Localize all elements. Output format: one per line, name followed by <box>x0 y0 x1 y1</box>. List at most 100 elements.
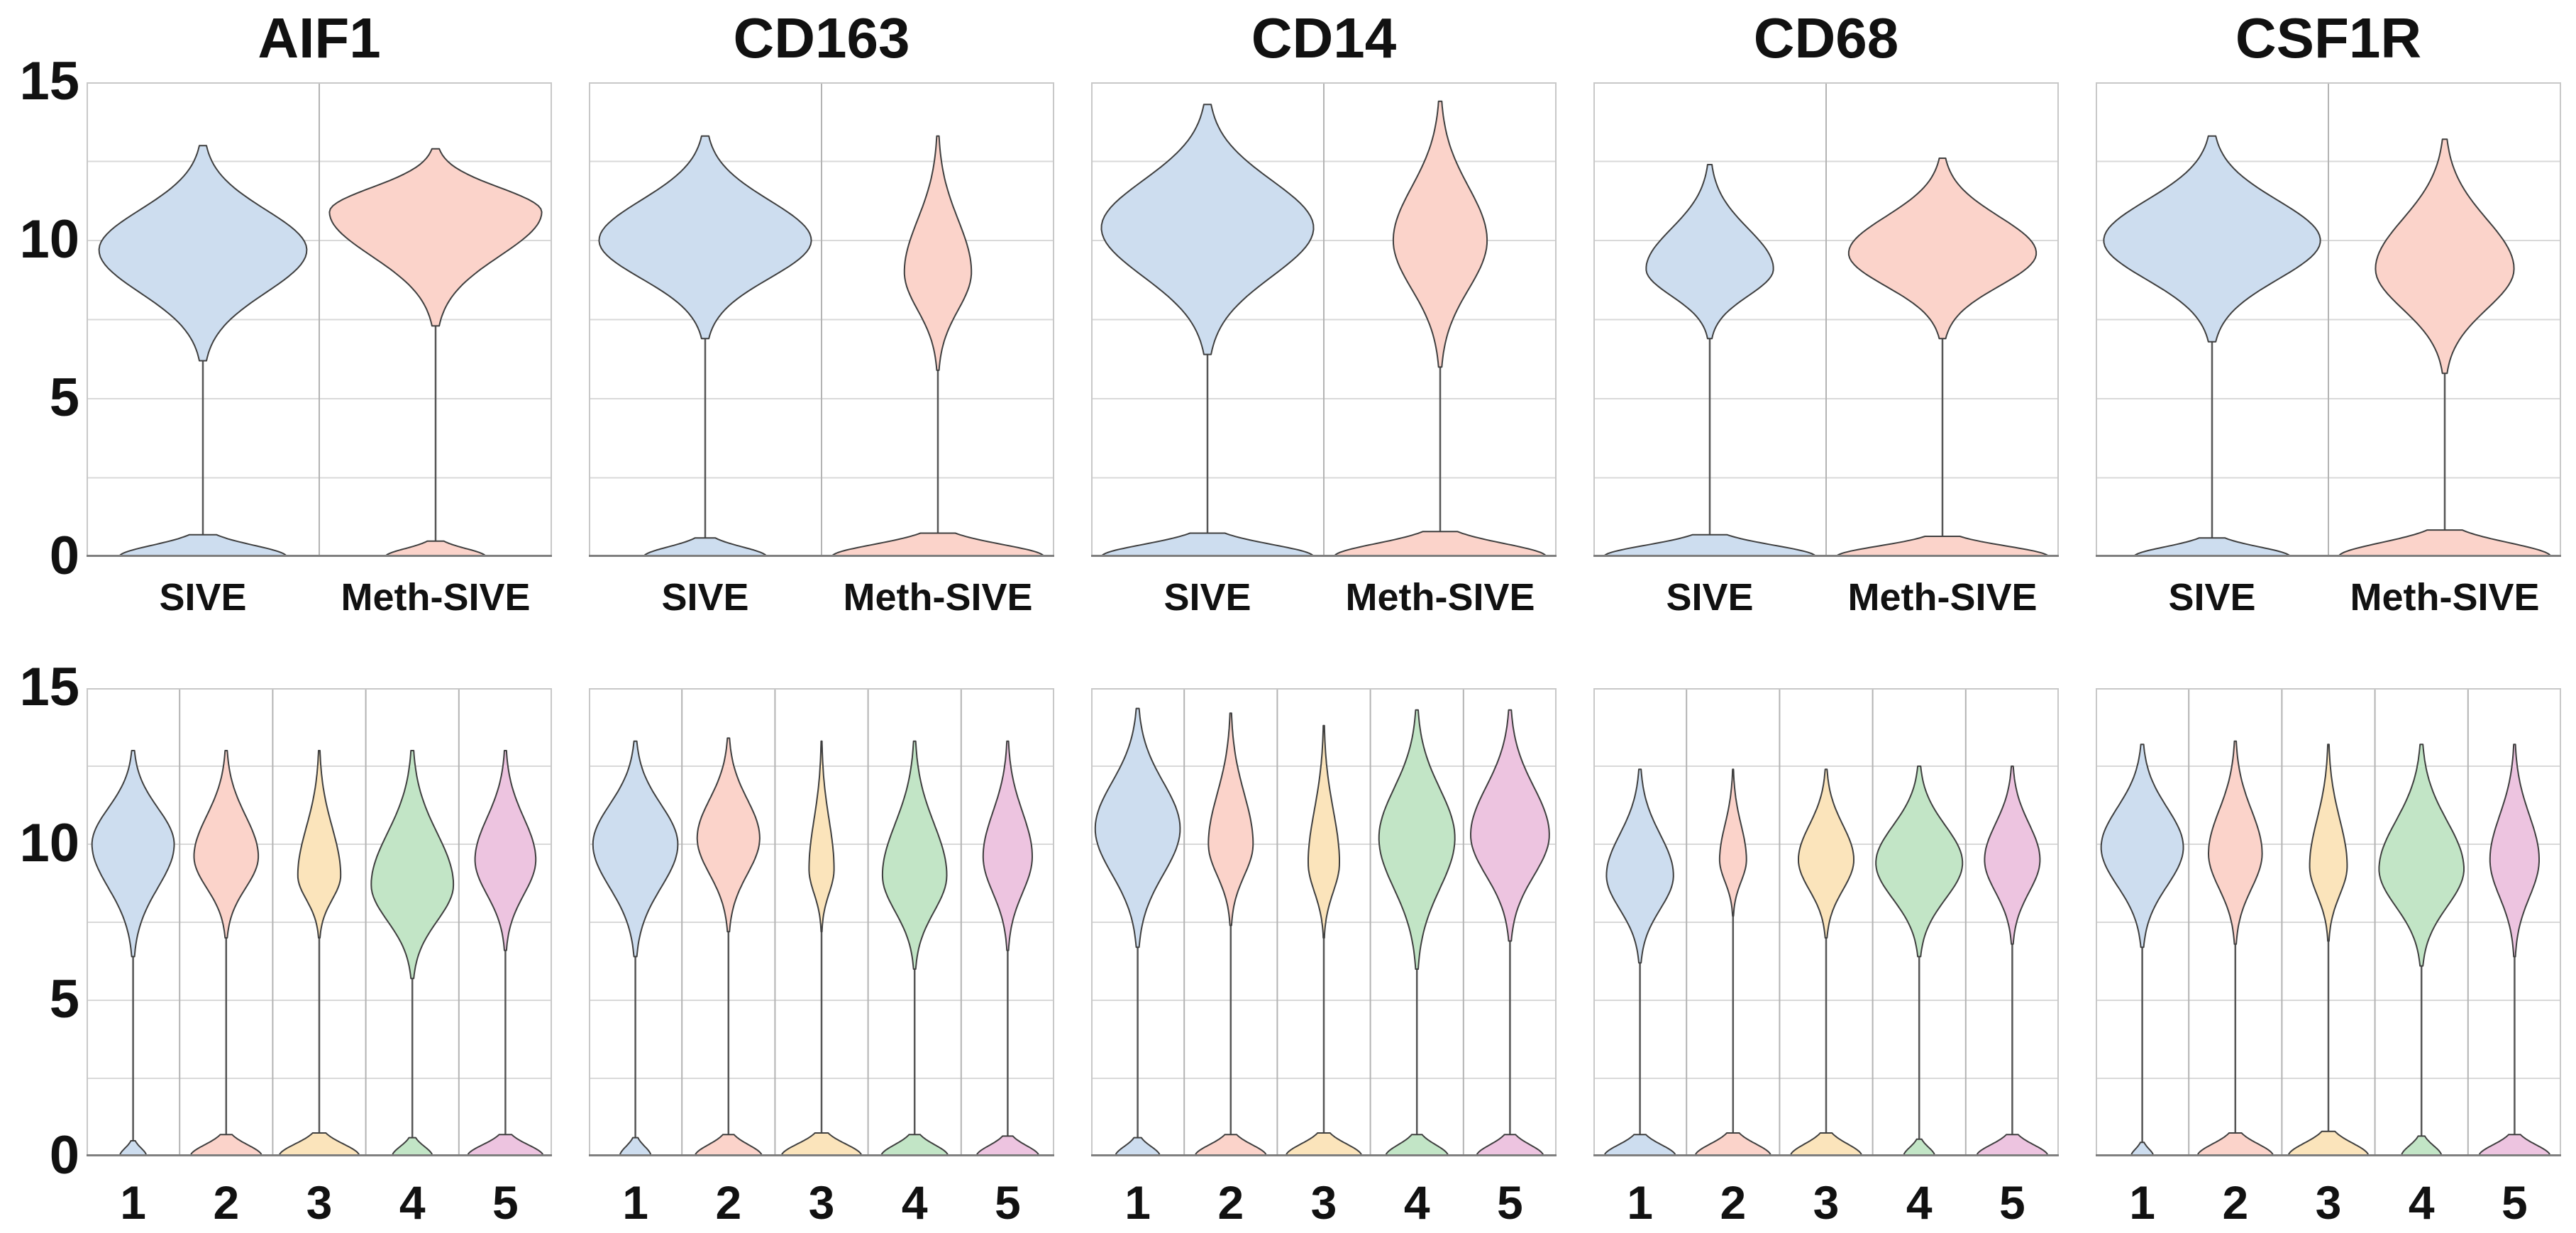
violin-by-cluster-CD163-4-lobe <box>881 740 948 970</box>
violin-by-cluster-CD68-4-lobe <box>1875 765 1964 958</box>
violin-by-condition-CD14-Meth-SIVE-zero-mound <box>1333 531 1547 557</box>
violin-by-cluster-AIF1-5-lobe <box>474 750 537 951</box>
x-label-by-cluster-CSF1R-4: 4 <box>2408 1176 2435 1229</box>
panel-title-CD68: CD68 <box>1753 6 1899 70</box>
violin-by-cluster-CSF1R-1-lobe <box>2100 743 2184 949</box>
y-tick-by-cluster-5: 5 <box>49 968 79 1029</box>
panel-title-CD14: CD14 <box>1251 6 1397 70</box>
x-label-by-cluster-CD163-5: 5 <box>995 1176 1021 1229</box>
violin-by-cluster-CD163-1-lobe <box>592 740 679 958</box>
violin-by-cluster-CD68-5-lobe <box>1984 765 2041 945</box>
y-tick-by-condition-5: 5 <box>49 367 79 428</box>
x-label-by-cluster-AIF1-1: 1 <box>120 1176 146 1229</box>
violin-by-cluster-AIF1-3-lobe <box>297 750 342 939</box>
violin-by-condition-CD14-Meth-SIVE-lobe <box>1392 100 1488 368</box>
violin-by-condition-CSF1R-SIVE-lobe <box>2103 135 2321 343</box>
violin-by-cluster-CD14-1-lobe <box>1094 707 1181 949</box>
violin-panel-by-cluster-AIF1 <box>87 688 552 1156</box>
violin-by-cluster-AIF1-2-zero-mound <box>189 1134 263 1156</box>
violin-panel-by-condition-CD14 <box>1091 82 1557 557</box>
violin-by-cluster-CD68-3-zero-mound <box>1789 1132 1863 1156</box>
violin-by-condition-CD163-SIVE-lobe <box>598 135 812 340</box>
x-label-by-condition-CD14-Meth-SIVE: Meth-SIVE <box>1345 576 1535 619</box>
x-label-by-cluster-CSF1R-1: 1 <box>2129 1176 2155 1229</box>
y-tick-by-cluster-15: 15 <box>19 656 79 717</box>
x-label-by-condition-AIF1-SIVE: SIVE <box>159 576 247 619</box>
violin-by-cluster-CD163-3-zero-mound <box>780 1132 863 1156</box>
x-label-by-cluster-CD163-4: 4 <box>901 1176 928 1229</box>
violin-by-cluster-CSF1R-2-zero-mound <box>2196 1132 2274 1156</box>
violin-by-cluster-CD68-2-zero-mound <box>1694 1132 1772 1156</box>
violin-by-cluster-CD14-5-zero-mound <box>1476 1134 1544 1156</box>
x-label-by-cluster-CD163-2: 2 <box>715 1176 742 1229</box>
violin-by-cluster-CD14-2-lobe <box>1207 712 1254 927</box>
violin-by-cluster-CD14-4-lobe <box>1378 709 1456 970</box>
x-label-by-cluster-CD14-2: 2 <box>1217 1176 1244 1229</box>
violin-by-cluster-CD68-1-zero-mound <box>1603 1134 1676 1156</box>
x-label-by-cluster-CSF1R-5: 5 <box>2502 1176 2528 1229</box>
violin-by-cluster-CSF1R-2-lobe <box>2208 740 2263 945</box>
violin-by-condition-CSF1R-SIVE-zero-mound <box>2133 537 2292 557</box>
violin-by-cluster-CD163-2-lobe <box>696 737 761 933</box>
violin-by-cluster-CD163-1-zero-mound <box>619 1137 652 1156</box>
x-label-by-cluster-CD68-2: 2 <box>1720 1176 1747 1229</box>
x-label-by-condition-CD68-Meth-SIVE: Meth-SIVE <box>1847 576 2038 619</box>
violin-by-cluster-CD68-3-lobe <box>1798 768 1854 939</box>
y-tick-by-cluster-10: 10 <box>19 812 79 873</box>
violin-by-cluster-CD14-3-zero-mound <box>1285 1132 1363 1156</box>
x-label-by-cluster-CD68-3: 3 <box>1813 1176 1840 1229</box>
y-tick-by-condition-15: 15 <box>19 50 79 111</box>
x-label-by-condition-CD68-SIVE: SIVE <box>1666 576 1754 619</box>
y-tick-by-condition-10: 10 <box>19 209 79 270</box>
violin-by-cluster-CD163-5-lobe <box>982 740 1033 951</box>
violin-panel-by-cluster-CD14 <box>1091 688 1557 1156</box>
x-label-by-condition-CD163-SIVE: SIVE <box>661 576 749 619</box>
violin-panel-by-condition-CSF1R <box>2096 82 2561 557</box>
violin-by-condition-CD14-SIVE-lobe <box>1100 104 1315 355</box>
x-label-by-cluster-CSF1R-2: 2 <box>2222 1176 2249 1229</box>
violin-by-condition-CD68-SIVE-zero-mound <box>1603 533 1817 557</box>
violin-by-condition-CD68-SIVE-lobe <box>1645 164 1774 340</box>
x-label-by-cluster-AIF1-4: 4 <box>399 1176 426 1229</box>
violin-by-cluster-AIF1-4-lobe <box>370 750 455 980</box>
x-label-by-cluster-CSF1R-3: 3 <box>2315 1176 2342 1229</box>
violin-by-condition-CSF1R-Meth-SIVE-zero-mound <box>2338 529 2552 557</box>
x-label-by-cluster-CD14-5: 5 <box>1497 1176 1523 1229</box>
violin-by-cluster-CD163-5-zero-mound <box>975 1135 1040 1156</box>
x-label-by-cluster-CD14-4: 4 <box>1403 1176 1430 1229</box>
violin-by-cluster-CSF1R-4-zero-mound <box>2400 1135 2443 1156</box>
violin-by-cluster-CD163-4-zero-mound <box>880 1134 949 1156</box>
x-label-by-condition-AIF1-Meth-SIVE: Meth-SIVE <box>341 576 531 619</box>
violin-panel-by-condition-CD163 <box>589 82 1054 557</box>
violin-by-cluster-CD14-2-zero-mound <box>1194 1134 1268 1156</box>
violin-by-cluster-CD68-2-lobe <box>1718 768 1747 917</box>
violin-by-cluster-CD163-2-zero-mound <box>694 1134 763 1156</box>
x-label-by-cluster-CD14-1: 1 <box>1124 1176 1151 1229</box>
violin-panel-by-condition-AIF1 <box>87 82 552 557</box>
x-label-by-cluster-CD68-5: 5 <box>1999 1176 2025 1229</box>
violin-by-cluster-CSF1R-3-zero-mound <box>2287 1130 2370 1156</box>
x-label-by-cluster-CD163-3: 3 <box>808 1176 835 1229</box>
x-label-by-condition-CSF1R-Meth-SIVE: Meth-SIVE <box>2350 576 2540 619</box>
x-label-by-cluster-CD163-1: 1 <box>622 1176 648 1229</box>
violin-panel-by-cluster-CSF1R <box>2096 688 2561 1156</box>
violin-by-cluster-CD68-1-lobe <box>1605 768 1674 964</box>
violin-by-cluster-CSF1R-4-lobe <box>2378 743 2465 967</box>
violin-panel-by-condition-CD68 <box>1593 82 2059 557</box>
violin-by-condition-AIF1-SIVE-zero-mound <box>118 533 288 557</box>
violin-by-cluster-AIF1-1-lobe <box>91 750 175 958</box>
violin-by-condition-CD14-SIVE-zero-mound <box>1100 532 1315 557</box>
x-label-by-cluster-CD14-3: 3 <box>1310 1176 1337 1229</box>
violin-by-cluster-CSF1R-1-zero-mound <box>2130 1141 2155 1156</box>
violin-by-condition-CD163-Meth-SIVE-lobe <box>903 135 973 371</box>
violin-by-cluster-CSF1R-5-lobe <box>2489 743 2540 958</box>
violin-by-cluster-AIF1-5-zero-mound <box>466 1134 544 1156</box>
violin-by-cluster-AIF1-2-lobe <box>193 750 260 939</box>
x-label-by-condition-CD163-Meth-SIVE: Meth-SIVE <box>843 576 1033 619</box>
violin-by-condition-AIF1-Meth-SIVE-zero-mound <box>385 540 487 557</box>
x-label-by-cluster-AIF1-2: 2 <box>213 1176 240 1229</box>
violin-by-condition-CD163-Meth-SIVE-zero-mound <box>831 532 1045 557</box>
violin-by-condition-AIF1-SIVE-lobe <box>98 145 308 362</box>
violin-by-condition-CD163-SIVE-zero-mound <box>643 537 768 557</box>
